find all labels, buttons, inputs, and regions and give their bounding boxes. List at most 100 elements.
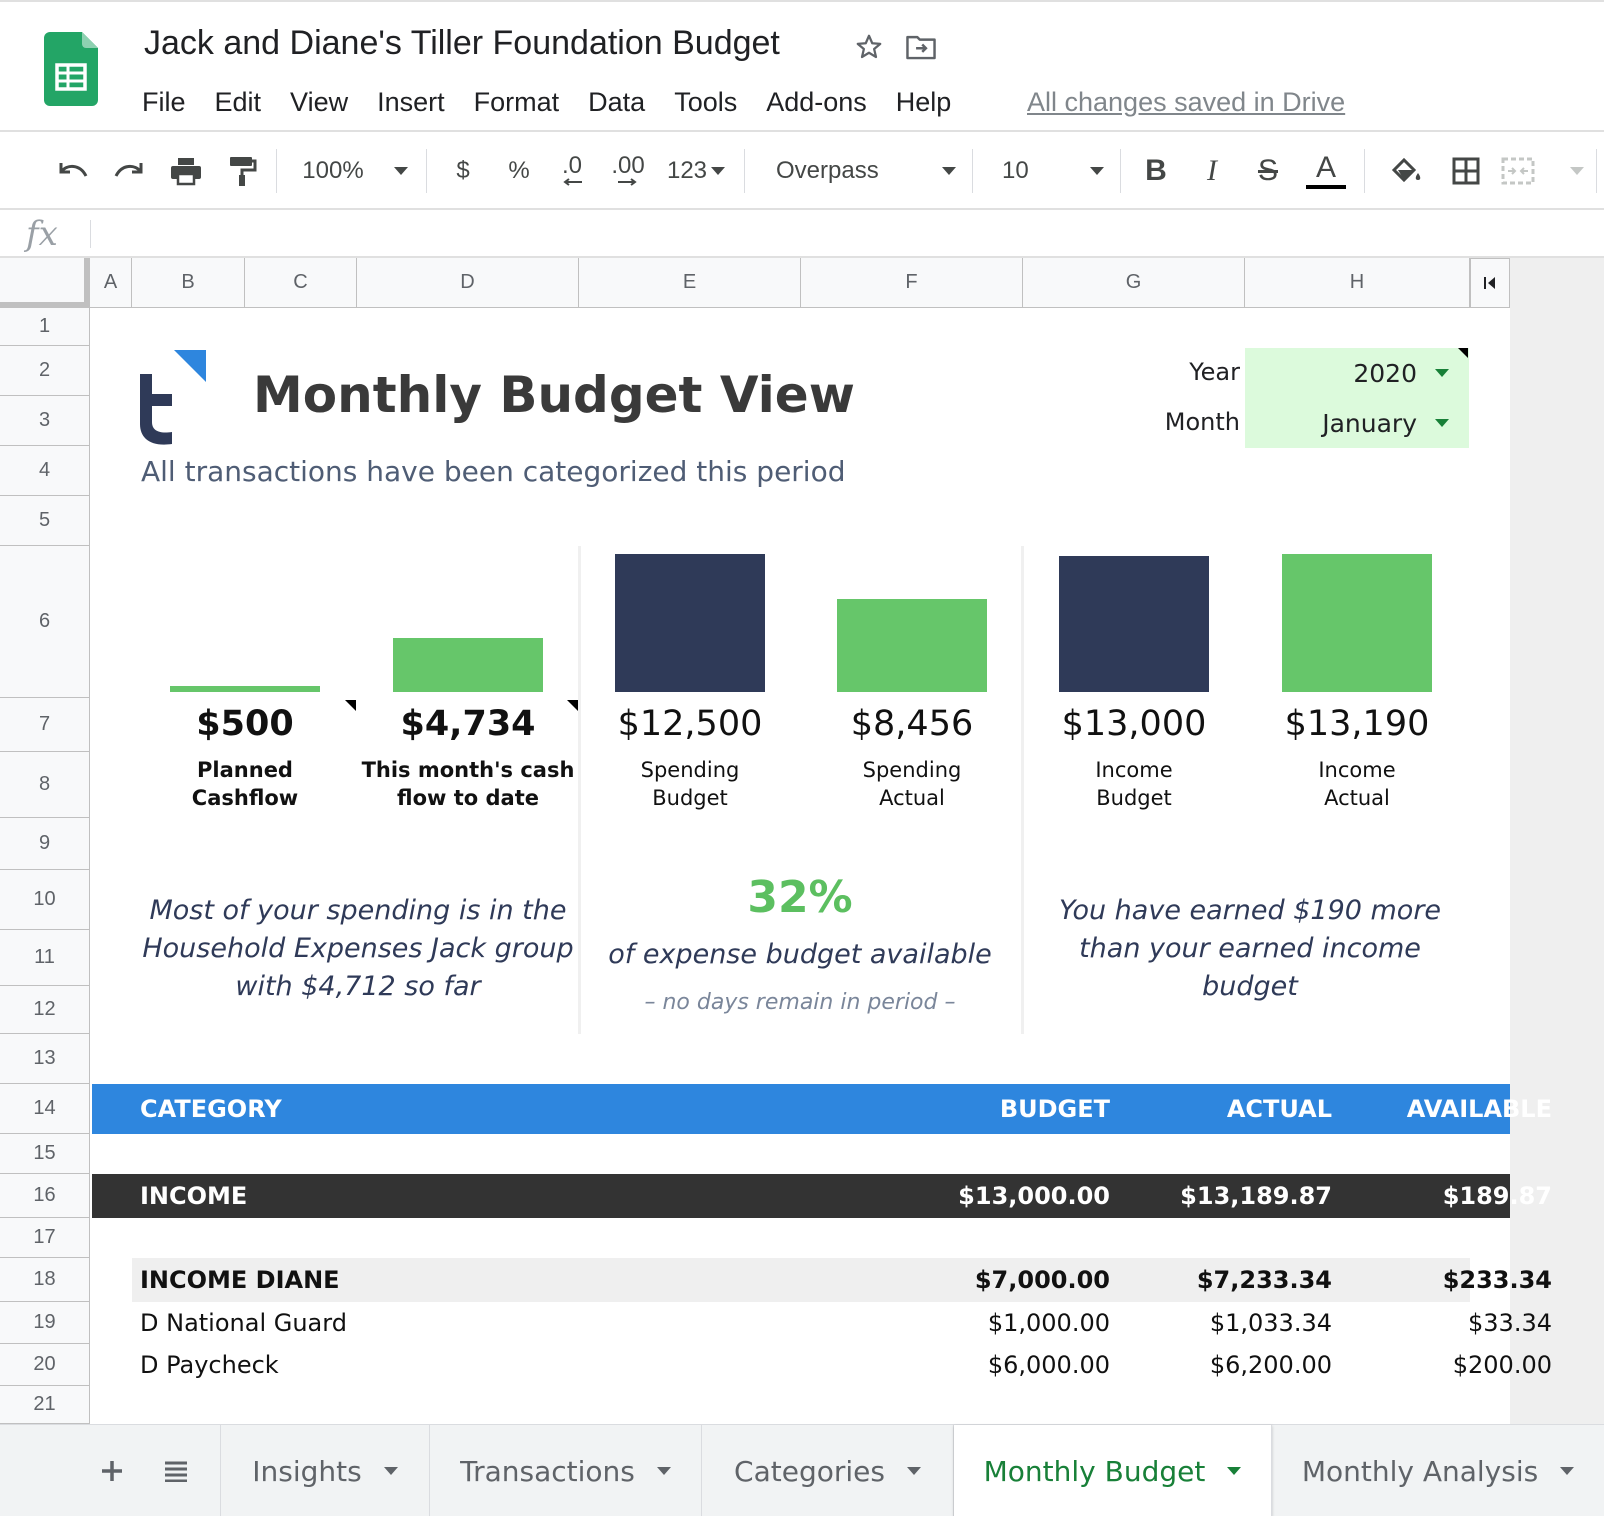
fx-icon: fx — [26, 214, 58, 254]
star-icon[interactable] — [850, 28, 888, 66]
group-available: $233.34 — [1442, 1266, 1552, 1294]
format-percent-button[interactable]: % — [508, 157, 530, 184]
row-header-8[interactable]: 8 — [0, 752, 90, 818]
redo-icon[interactable] — [108, 132, 152, 210]
sheets-logo-icon[interactable] — [44, 32, 98, 106]
all-sheets-icon[interactable] — [156, 1425, 196, 1516]
menu-format[interactable]: Format — [473, 86, 560, 117]
row-header-10[interactable]: 10 — [0, 870, 90, 930]
app-header: Jack and Diane's Tiller Foundation Budge… — [0, 0, 1604, 132]
fill-color-icon[interactable] — [1384, 132, 1428, 210]
right-gutter — [1510, 258, 1604, 1424]
group-row-income-diane[interactable]: INCOME DIANE $7,000.00 $7,233.34 $233.34 — [92, 1258, 1552, 1302]
menu-file[interactable]: File — [142, 86, 186, 117]
borders-icon[interactable] — [1444, 132, 1488, 210]
row-header-9[interactable]: 9 — [0, 818, 90, 870]
column-header-a[interactable]: A — [90, 258, 132, 308]
tab-monthly-analysis[interactable]: Monthly Analysis — [1272, 1425, 1604, 1516]
menu-edit[interactable]: Edit — [214, 86, 262, 117]
income-total-row[interactable]: INCOME $13,000.00 $13,189.87 $189.87 — [92, 1174, 1552, 1218]
italic-button[interactable]: I — [1207, 154, 1217, 187]
row-header-4[interactable]: 4 — [0, 446, 90, 496]
cell-note-marker — [345, 700, 356, 711]
decrease-decimal-button[interactable]: .0 — [552, 132, 592, 210]
tab-categories[interactable]: Categories — [702, 1425, 954, 1516]
collapse-panel-icon[interactable] — [1470, 258, 1510, 308]
more-formats-select[interactable]: 123 — [664, 132, 728, 210]
income-available: $189.87 — [1442, 1182, 1552, 1210]
kpi-value-income-budget: $13,000 — [1061, 704, 1207, 744]
zoom-select[interactable]: 100% — [300, 132, 410, 210]
tab-insights[interactable]: Insights — [220, 1425, 430, 1516]
move-folder-icon[interactable] — [902, 28, 940, 66]
print-icon[interactable] — [164, 132, 208, 210]
column-header-h[interactable]: H — [1245, 258, 1470, 308]
row-header-18[interactable]: 18 — [0, 1258, 90, 1302]
income-category: INCOME — [140, 1182, 248, 1210]
row-budget: $6,000.00 — [987, 1351, 1110, 1379]
column-header-b[interactable]: B — [132, 258, 245, 308]
kpi-bar-spending-actual — [837, 598, 987, 692]
column-header-g[interactable]: G — [1023, 258, 1245, 308]
column-header-e[interactable]: E — [579, 258, 801, 308]
row-header-11[interactable]: 11 — [0, 930, 90, 986]
row-header-20[interactable]: 20 — [0, 1344, 90, 1386]
tab-monthly-budget[interactable]: Monthly Budget — [954, 1425, 1272, 1516]
month-select[interactable]: January — [1245, 398, 1469, 448]
row-header-19[interactable]: 19 — [0, 1302, 90, 1344]
paint-format-icon[interactable] — [220, 132, 264, 210]
income-insight: You have earned $190 more than your earn… — [1058, 895, 1442, 1002]
table-row[interactable]: D National Guard $1,000.00 $1,033.34 $33… — [92, 1302, 1552, 1344]
row-header-7[interactable]: 7 — [0, 698, 90, 752]
kpi-bar-planned-cashflow — [170, 686, 320, 692]
row-actual: $6,200.00 — [1209, 1351, 1332, 1379]
font-size-select[interactable]: 10 — [1002, 132, 1104, 210]
table-header-row[interactable]: CATEGORY BUDGET ACTUAL AVAILABLE — [92, 1084, 1552, 1134]
font-family-select[interactable]: Overpass — [776, 132, 956, 210]
menu-bar: File Edit View Insert Format Data Tools … — [142, 82, 980, 122]
formula-bar[interactable]: fx — [0, 210, 1604, 258]
merge-cells-icon[interactable] — [1500, 132, 1584, 210]
header-available: AVAILABLE — [1406, 1095, 1552, 1123]
menu-addons[interactable]: Add-ons — [766, 86, 867, 117]
undo-icon[interactable] — [50, 132, 94, 210]
row-header-6[interactable]: 6 — [0, 546, 90, 698]
increase-decimal-button[interactable]: .00 — [606, 132, 650, 210]
year-select[interactable]: 2020 — [1245, 348, 1469, 398]
row-header-3[interactable]: 3 — [0, 396, 90, 446]
kpi-value-spending-actual: $8,456 — [850, 704, 974, 744]
row-header-12[interactable]: 12 — [0, 986, 90, 1034]
menu-help[interactable]: Help — [895, 86, 952, 117]
add-sheet-icon[interactable] — [92, 1425, 132, 1516]
tab-transactions[interactable]: Transactions — [430, 1425, 702, 1516]
save-status-link[interactable]: All changes saved in Drive — [1027, 87, 1346, 117]
year-dropdown-icon[interactable] — [1435, 369, 1449, 377]
menu-view[interactable]: View — [290, 86, 349, 117]
tiller-logo-icon — [138, 350, 212, 446]
row-header-15[interactable]: 15 — [0, 1134, 90, 1174]
menu-insert[interactable]: Insert — [377, 86, 445, 117]
bold-button[interactable]: B — [1145, 154, 1167, 187]
document-title[interactable]: Jack and Diane's Tiller Foundation Budge… — [144, 24, 780, 62]
column-header-f[interactable]: F — [801, 258, 1023, 308]
row-header-5[interactable]: 5 — [0, 496, 90, 546]
format-currency-button[interactable]: $ — [456, 157, 470, 184]
month-dropdown-icon[interactable] — [1435, 419, 1449, 427]
row-header-14[interactable]: 14 — [0, 1084, 90, 1134]
header-budget: BUDGET — [999, 1095, 1110, 1123]
table-row[interactable]: D Paycheck $6,000.00 $6,200.00 $200.00 — [92, 1344, 1552, 1386]
strikethrough-button[interactable]: S — [1257, 154, 1278, 187]
row-header-1[interactable]: 1 — [0, 308, 90, 346]
column-header-c[interactable]: C — [245, 258, 357, 308]
menu-tools[interactable]: Tools — [674, 86, 738, 117]
menu-data[interactable]: Data — [588, 86, 646, 117]
row-header-21[interactable]: 21 — [0, 1386, 90, 1424]
select-all-corner[interactable] — [0, 258, 90, 308]
row-header-13[interactable]: 13 — [0, 1034, 90, 1084]
row-header-17[interactable]: 17 — [0, 1218, 90, 1258]
row-header-2[interactable]: 2 — [0, 346, 90, 396]
row-header-16[interactable]: 16 — [0, 1174, 90, 1218]
column-header-d[interactable]: D — [357, 258, 579, 308]
sheet-tab-bar: Insights Transactions Categories Monthly… — [0, 1424, 1604, 1516]
text-color-button[interactable]: A — [1304, 132, 1348, 210]
